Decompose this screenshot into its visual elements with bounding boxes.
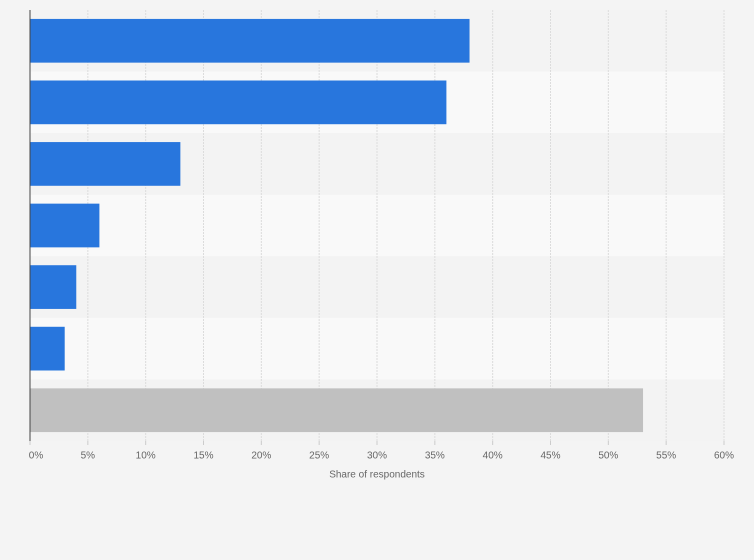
bar [30,388,644,433]
x-tick-label: 20% [251,451,271,462]
x-tick-label: 40% [483,451,503,462]
x-tick-label: 25% [309,451,329,462]
x-tick-label: 5% [81,451,96,462]
x-tick-label: 15% [193,451,213,462]
x-tick-label: 50% [598,451,618,462]
x-axis-label: Share of respondents [329,470,425,481]
bar [30,80,447,125]
bar [30,326,65,371]
x-tick-label: 55% [656,451,676,462]
row-band [30,194,724,257]
bar [30,18,470,63]
x-tick-label: 30% [367,451,387,462]
bar [30,265,77,309]
x-tick-label: 35% [425,451,445,462]
bar [30,142,181,186]
x-tick-label: 60% [714,451,734,462]
x-tick-label: 45% [540,451,560,462]
x-tick-label: 10% [136,451,156,462]
x-tick-label: 0% [29,451,44,462]
bar [30,203,100,248]
